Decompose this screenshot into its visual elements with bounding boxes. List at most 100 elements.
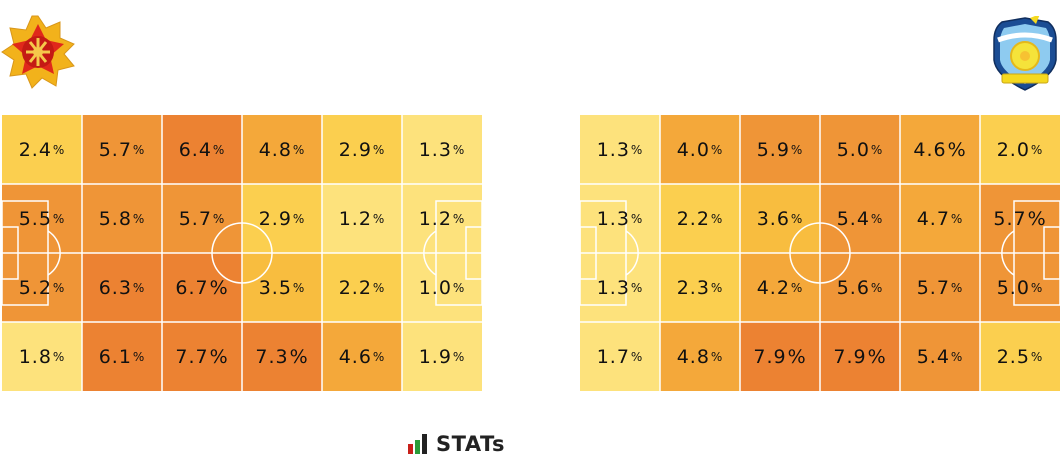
stats-bars-icon <box>408 434 427 454</box>
heatmap-cell <box>322 184 402 253</box>
right-penalty-box <box>1013 200 1060 306</box>
cell-value-label: 7.3% <box>242 322 322 391</box>
heatmap-cell <box>82 184 162 253</box>
heatmap-cell <box>242 322 322 391</box>
heatmap-cell <box>980 115 1060 184</box>
heatmap-cell <box>660 322 740 391</box>
left-penalty-arc <box>625 230 639 276</box>
heatmap-cell <box>2 184 82 253</box>
cell-unit: % <box>870 280 884 295</box>
cell-value-label: 7.9% <box>820 322 900 391</box>
cell-unit: % <box>710 211 724 226</box>
center-circle <box>789 222 851 284</box>
cell-value-label: 7.7% <box>162 322 242 391</box>
heatmap-cell <box>900 184 980 253</box>
cell-value-label: 5.4% <box>900 322 980 391</box>
cell-value-label: 5.7% <box>82 115 162 184</box>
cell-unit: % <box>1030 349 1044 364</box>
cell-value: 5.0 <box>996 276 1030 299</box>
cell-value: 1.3 <box>418 138 452 161</box>
heatmap-cell <box>980 253 1060 322</box>
cell-value-label: 5.6% <box>820 253 900 322</box>
heatmap-cell <box>242 115 322 184</box>
left-goal-box <box>580 226 597 280</box>
cell-unit: % <box>630 211 644 226</box>
home-zone-heatmap: 2.4% 5.7% 6.4% 4.8% 2.9% 1.3% 5.5% 5.8% 5.7% 2.9%… <box>2 115 482 391</box>
heatmap-cell <box>580 115 660 184</box>
cell-value: 5.7 <box>993 207 1027 230</box>
cell-value: 4.7 <box>916 207 950 230</box>
cell-unit: % <box>950 349 964 364</box>
cell-value-label: 1.7% <box>580 322 660 391</box>
heatmap-cell <box>322 253 402 322</box>
cell-unit: % <box>452 142 466 157</box>
heatmap-svg <box>2 115 482 391</box>
cell-value-label: 1.3% <box>402 115 482 184</box>
cell-unit: % <box>212 142 226 157</box>
heatmap-cell <box>660 184 740 253</box>
heatmap-cell <box>900 253 980 322</box>
heatmap-cell <box>242 184 322 253</box>
cell-value-label: 5.9% <box>740 115 820 184</box>
cell-value: 1.2 <box>338 207 372 230</box>
heatmap-cell <box>660 115 740 184</box>
right-goal-box <box>465 226 482 280</box>
cell-value-label: 5.7% <box>900 253 980 322</box>
cell-value-label: 1.0% <box>402 253 482 322</box>
cell-value: 4.0 <box>676 138 710 161</box>
heatmap-cell <box>900 115 980 184</box>
heatmap-cell <box>740 184 820 253</box>
cell-value-label: 4.7% <box>900 184 980 253</box>
cell-value: 4.6 <box>913 138 947 161</box>
heatmap-cell <box>900 322 980 391</box>
cell-value-label: 5.7% <box>980 184 1060 253</box>
heatmap-cell <box>402 115 482 184</box>
stats-wordmark: STATs <box>436 432 505 456</box>
cell-value-label: 3.5% <box>242 253 322 322</box>
heatmap-cell <box>82 322 162 391</box>
cell-value-label: 2.2% <box>660 184 740 253</box>
cell-value-label: 3.6% <box>740 184 820 253</box>
away-zone-heatmap: 1.3% 4.0% 5.9% 5.0% 4.6% 2.0% 1.3% 2.2% 3.6% 5.4%… <box>580 115 1060 391</box>
left-penalty-arc <box>47 230 61 276</box>
away-team-crest <box>993 16 1057 91</box>
heatmap-cell <box>162 322 242 391</box>
cell-value: 5.7 <box>178 207 212 230</box>
heatmap-cell <box>322 322 402 391</box>
cell-value-label: 6.7% <box>162 253 242 322</box>
heatmap-cell <box>820 253 900 322</box>
cell-value-label: 5.0% <box>980 253 1060 322</box>
cell-unit: % <box>209 276 229 299</box>
cell-value-label: 1.3% <box>580 184 660 253</box>
heatmap-cell <box>2 115 82 184</box>
cell-value: 5.5 <box>18 207 52 230</box>
cell-value: 5.4 <box>916 345 950 368</box>
cell-unit: % <box>452 349 466 364</box>
cell-value-label: 1.2% <box>402 184 482 253</box>
cell-unit: % <box>132 280 146 295</box>
cell-value-label: 4.8% <box>660 322 740 391</box>
cell-unit: % <box>52 280 66 295</box>
cell-unit: % <box>710 349 724 364</box>
right-penalty-box <box>435 200 482 306</box>
cell-value: 2.2 <box>676 207 710 230</box>
heatmap-cell <box>580 322 660 391</box>
heatmap-cell <box>740 322 820 391</box>
cell-unit: % <box>870 142 884 157</box>
cell-unit: % <box>52 211 66 226</box>
cell-value-label: 5.4% <box>820 184 900 253</box>
cell-value: 6.1 <box>98 345 132 368</box>
cell-value: 2.5 <box>996 345 1030 368</box>
cell-value: 7.3 <box>255 345 289 368</box>
right-goal-box <box>1043 226 1060 280</box>
heatmap-cell <box>402 253 482 322</box>
cell-unit: % <box>52 349 66 364</box>
cell-unit: % <box>292 142 306 157</box>
heatmap-cell <box>242 253 322 322</box>
cell-unit: % <box>947 138 967 161</box>
cell-value-label: 1.9% <box>402 322 482 391</box>
cell-unit: % <box>372 280 386 295</box>
cell-unit: % <box>790 211 804 226</box>
cell-unit: % <box>870 211 884 226</box>
cell-value: 2.0 <box>996 138 1030 161</box>
